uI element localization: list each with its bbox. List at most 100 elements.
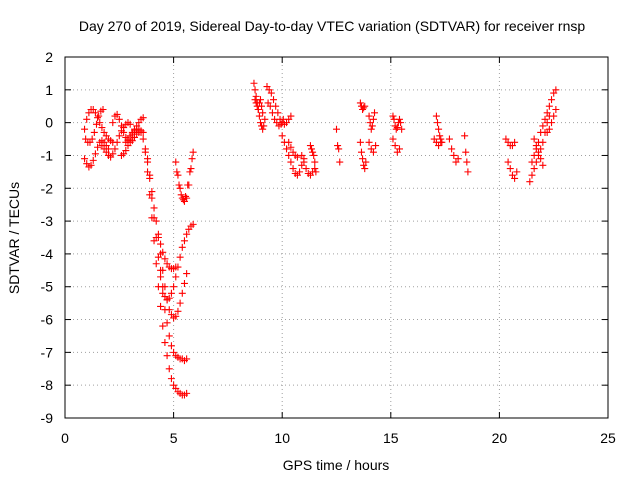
data-point	[189, 220, 197, 228]
chart-title: Day 270 of 2019, Sidereal Day-to-day VTE…	[79, 18, 585, 34]
data-point	[360, 104, 368, 112]
data-point	[157, 240, 165, 248]
data-point	[165, 365, 173, 373]
data-point	[115, 115, 123, 123]
data-points	[81, 79, 560, 399]
y-tick-label: -3	[41, 213, 54, 229]
series-arc-02	[81, 106, 117, 146]
series-arc-18	[264, 99, 287, 130]
data-point	[91, 150, 99, 158]
data-point	[139, 135, 147, 143]
data-point	[395, 115, 403, 123]
data-point	[285, 151, 293, 159]
data-point	[306, 142, 314, 150]
data-point	[543, 109, 551, 117]
data-point	[161, 255, 169, 263]
data-point	[176, 253, 184, 261]
series-arc-24	[356, 99, 369, 114]
data-point	[159, 322, 167, 330]
data-point	[287, 158, 295, 166]
data-point	[293, 153, 301, 161]
data-point	[526, 178, 534, 186]
data-point	[552, 86, 560, 94]
data-point	[183, 230, 191, 238]
y-tick-label: -8	[41, 377, 54, 393]
data-point	[398, 125, 406, 133]
data-point	[94, 114, 102, 122]
y-tick-label: -5	[41, 279, 54, 295]
data-point	[361, 102, 369, 110]
data-point	[279, 115, 287, 123]
y-axis-tick-labels: 2 1 0 -1 -2 -3 -4 -5 -6 -7 -8 -9	[41, 49, 54, 426]
data-point	[159, 283, 167, 291]
data-point	[278, 132, 286, 140]
data-point	[368, 122, 376, 130]
series-arc-10	[144, 155, 180, 273]
data-point	[445, 135, 453, 143]
data-point	[178, 289, 186, 297]
data-point	[541, 115, 549, 123]
y-tick-label: -6	[41, 312, 54, 328]
data-point	[309, 148, 317, 156]
data-point	[537, 155, 545, 163]
data-point	[450, 151, 458, 159]
data-point	[183, 355, 191, 363]
data-point	[552, 106, 560, 114]
data-point	[369, 148, 377, 156]
data-point	[141, 148, 149, 156]
data-point	[126, 120, 134, 128]
y-tick-label: -4	[41, 246, 54, 262]
data-point	[537, 128, 545, 136]
data-point	[389, 112, 397, 120]
data-point	[433, 119, 441, 127]
data-point	[157, 273, 165, 281]
data-point	[365, 138, 373, 146]
data-point	[504, 158, 512, 166]
data-point	[174, 263, 182, 271]
data-point	[178, 243, 186, 251]
data-point	[302, 165, 310, 173]
data-point	[545, 102, 553, 110]
data-point	[435, 125, 443, 133]
data-point	[545, 125, 553, 133]
data-point	[83, 115, 91, 123]
data-point	[395, 145, 403, 153]
data-point	[296, 168, 304, 176]
data-point	[98, 124, 106, 132]
data-point	[310, 151, 318, 159]
data-point	[530, 151, 538, 159]
y-tick-label: -2	[41, 180, 54, 196]
data-point	[461, 132, 469, 140]
series-arc-28	[389, 112, 406, 133]
data-point	[336, 158, 344, 166]
data-point	[184, 181, 192, 189]
plot-frame	[64, 56, 609, 419]
data-point	[258, 102, 266, 110]
series-arc-03	[82, 106, 107, 146]
data-point	[372, 142, 380, 150]
data-point	[361, 165, 369, 173]
data-point	[532, 142, 540, 150]
data-point	[254, 106, 262, 114]
data-point	[167, 289, 175, 297]
x-tick-label: 25	[600, 430, 616, 446]
data-point	[113, 110, 121, 118]
data-point	[312, 168, 320, 176]
data-point	[94, 143, 102, 151]
y-tick-label: 1	[45, 82, 53, 98]
data-point	[92, 120, 100, 128]
data-point	[255, 112, 263, 120]
data-point	[357, 148, 365, 156]
series-arc-37	[528, 86, 560, 166]
data-point	[268, 109, 276, 117]
data-point	[359, 155, 367, 163]
data-point	[251, 86, 259, 94]
data-point	[187, 165, 195, 173]
data-point	[391, 142, 399, 150]
series-arc-35	[504, 158, 521, 182]
data-point	[252, 92, 260, 100]
series-arc-33	[461, 132, 472, 176]
data-point	[165, 306, 173, 314]
data-point	[464, 168, 472, 176]
data-point	[99, 106, 107, 114]
